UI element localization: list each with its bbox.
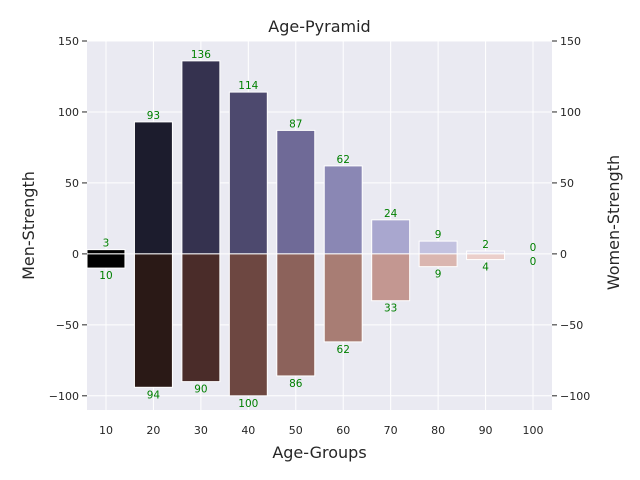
data-label-women-10: 10 — [99, 270, 112, 282]
data-label-men-80: 9 — [435, 229, 442, 241]
data-label-men-30: 136 — [191, 49, 211, 61]
x-axis-label: Age-Groups — [272, 443, 366, 462]
x-tick-label: 60 — [336, 424, 350, 437]
bars — [86, 60, 506, 397]
data-label-women-80: 9 — [435, 269, 442, 281]
y-tick-label-left: 0 — [72, 248, 79, 261]
data-label-men-10: 3 — [103, 238, 110, 250]
bar-men-20 — [133, 121, 173, 255]
bar-women-90 — [466, 253, 506, 261]
bar-women-10 — [86, 253, 126, 269]
bar-men-40 — [228, 91, 268, 255]
y-tick-label-right: −50 — [560, 319, 583, 332]
bar-women-60 — [323, 253, 363, 343]
bar-women-50 — [276, 253, 316, 377]
x-tick-label: 20 — [146, 424, 160, 437]
y-tick-label-left: −50 — [56, 319, 79, 332]
data-label-women-100: 0 — [530, 256, 537, 268]
data-label-women-50: 86 — [289, 378, 303, 390]
data-label-men-50: 87 — [289, 118, 302, 130]
bar-women-30 — [181, 253, 221, 383]
bar-men-50 — [276, 129, 316, 255]
bar-women-80 — [418, 253, 458, 268]
y-axis-label-left: Men-Strength — [19, 171, 38, 280]
y-tick-label-left: 150 — [58, 35, 79, 48]
data-label-men-90: 2 — [482, 239, 489, 251]
data-label-women-40: 100 — [238, 398, 258, 410]
x-tick-label: 50 — [289, 424, 303, 437]
bar-men-10 — [86, 249, 126, 255]
x-tick-label: 10 — [99, 424, 113, 437]
data-label-men-60: 62 — [337, 154, 350, 166]
data-label-men-40: 114 — [238, 80, 258, 92]
data-label-men-70: 24 — [384, 208, 398, 220]
bar-men-70 — [371, 219, 411, 255]
bar-men-60 — [323, 165, 363, 255]
data-label-women-60: 62 — [337, 344, 350, 356]
data-label-women-90: 4 — [482, 262, 489, 274]
data-label-women-20: 94 — [147, 389, 161, 401]
y-tick-label-left: 100 — [58, 106, 79, 119]
y-tick-label-right: 0 — [560, 248, 567, 261]
x-tick-label: 90 — [479, 424, 493, 437]
data-label-men-100: 0 — [530, 242, 537, 254]
x-tick-label: 30 — [194, 424, 208, 437]
chart-title: Age-Pyramid — [268, 17, 370, 36]
bar-women-20 — [133, 253, 173, 388]
bar-men-30 — [181, 60, 221, 255]
y-tick-label-left: 50 — [65, 177, 79, 190]
y-tick-label-right: 100 — [560, 106, 581, 119]
data-label-men-20: 93 — [147, 110, 160, 122]
x-tick-label: 100 — [523, 424, 544, 437]
x-tick-label: 80 — [431, 424, 445, 437]
x-tick-label: 70 — [384, 424, 398, 437]
y-tick-label-left: −100 — [49, 390, 79, 403]
y-axis-label-right: Women-Strength — [604, 155, 623, 290]
data-label-women-30: 90 — [194, 384, 207, 396]
bar-women-70 — [371, 253, 411, 302]
y-tick-label-right: 150 — [560, 35, 581, 48]
bar-women-40 — [228, 253, 268, 397]
y-tick-label-right: −100 — [560, 390, 590, 403]
y-tick-label-right: 50 — [560, 177, 574, 190]
bar-men-80 — [418, 240, 458, 255]
data-label-women-70: 33 — [384, 303, 397, 315]
x-tick-label: 40 — [241, 424, 255, 437]
